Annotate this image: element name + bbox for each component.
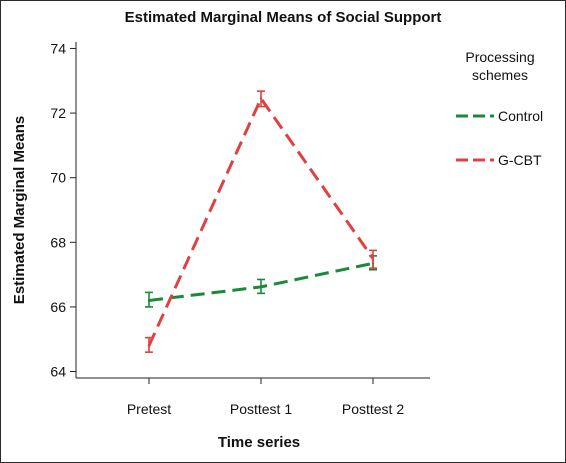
legend: Processing schemes Control G-CBT	[456, 49, 543, 168]
x-tick-label: Pretest	[127, 401, 171, 417]
y-tick-label: 72	[50, 105, 66, 121]
x-axis-label: Time series	[218, 434, 300, 451]
series-layer	[145, 90, 377, 353]
chart-title: Estimated Marginal Means of Social Suppo…	[125, 9, 442, 26]
y-tick-label: 64	[50, 364, 66, 380]
y-axis-ticks: 64 66 68 70 72 74	[50, 40, 76, 380]
legend-items: Control G-CBT	[456, 108, 543, 168]
y-axis-label: Estimated Marginal Means	[11, 116, 28, 304]
legend-label-control: Control	[498, 108, 543, 124]
legend-title-line-2: schemes	[472, 67, 528, 83]
x-axis-ticks: Pretest Posttest 1 Posttest 2	[127, 378, 404, 417]
y-tick-label: 68	[50, 234, 66, 250]
x-tick-label: Posttest 2	[342, 401, 404, 417]
y-tick-label: 70	[50, 170, 66, 186]
data-point-g-cbt	[371, 257, 375, 260]
x-tick-label: Posttest 1	[230, 401, 292, 417]
data-point-control	[147, 299, 151, 302]
data-point-control	[259, 285, 263, 289]
legend-label-g-cbt: G-CBT	[498, 152, 542, 168]
legend-title-line-1: Processing	[465, 49, 534, 65]
y-tick-label: 74	[50, 40, 66, 56]
y-tick-label: 66	[50, 299, 66, 315]
data-point-g-cbt	[147, 344, 151, 347]
series-line-g-cbt	[147, 95, 375, 347]
data-point-g-cbt	[259, 97, 263, 100]
